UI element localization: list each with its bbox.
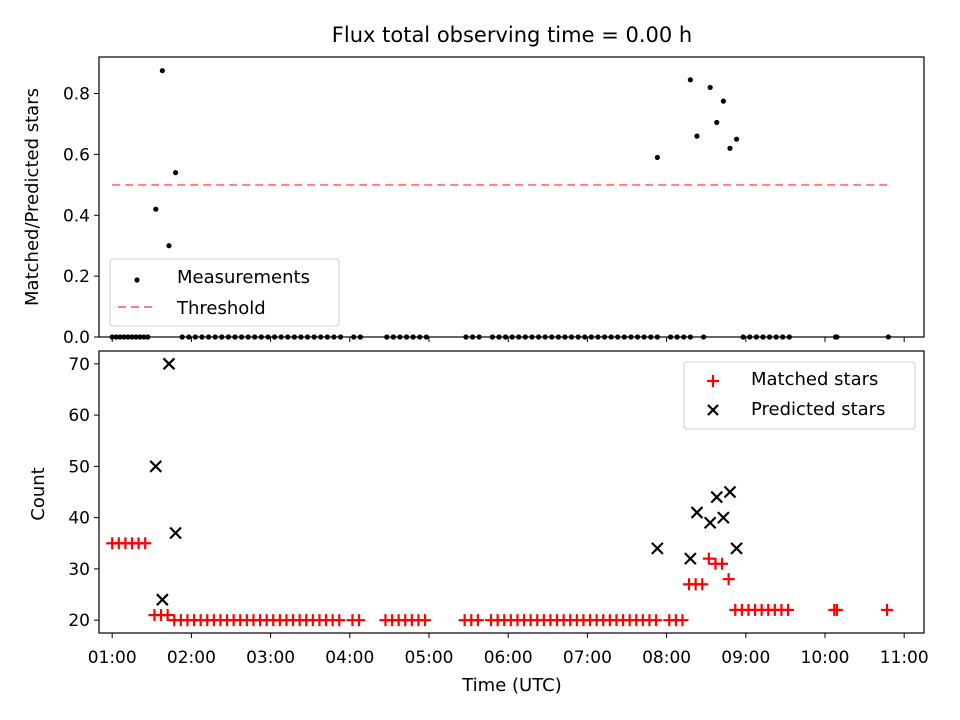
bottom-y-axis-label: Count (28, 467, 49, 520)
measurement-point (694, 133, 700, 139)
bottom-y-tick-label: 50 (68, 457, 90, 477)
x-tick-label: 10:00 (801, 648, 850, 668)
x-tick-label: 03:00 (246, 648, 295, 668)
matched-star-point (676, 614, 689, 627)
matched-star-point (702, 552, 715, 565)
measurement-point (727, 145, 733, 151)
measurement-point (707, 84, 713, 91)
legend-label-threshold: Threshold (176, 298, 266, 319)
top-y-tick-label: 0.6 (63, 145, 90, 165)
predicted-star-point (149, 460, 163, 473)
legend-label-measurements: Measurements (177, 267, 310, 288)
x-tick-label: 04:00 (325, 648, 374, 668)
top-y-tick-label: 0.4 (63, 206, 90, 226)
x-tick-label: 07:00 (563, 648, 612, 668)
matched-star-point (830, 603, 843, 616)
x-tick-label: 06:00 (484, 648, 533, 668)
measurement-point (687, 77, 693, 83)
top-panel: 0.00.20.40.60.8 Matched/Predicted stars … (22, 56, 925, 348)
bottom-y-tick-label: 20 (68, 611, 90, 631)
predicted-star-point (156, 593, 169, 606)
measurement-point (714, 119, 720, 126)
bottom-y-tick-label: 30 (68, 560, 90, 580)
x-tick-label: 11:00 (880, 648, 929, 668)
matched-star-point (650, 614, 663, 627)
top-y-tick-label: 0.8 (63, 85, 90, 105)
matched-star-point (471, 614, 484, 627)
predicted-star-point (730, 542, 743, 555)
measurement-point (159, 68, 165, 74)
chart-title: Flux total observing time = 0.00 h (332, 23, 692, 47)
top-y-axis-label: Matched/Predicted stars (22, 88, 43, 306)
predicted-star-point (690, 506, 704, 519)
legend-marker-predicted-stars (707, 404, 719, 416)
matched-star-point (139, 537, 152, 550)
legend-label-predicted-stars: Predicted stars (751, 399, 885, 420)
matched-star-point (716, 557, 729, 570)
predicted-star-point (162, 357, 176, 371)
bottom-axes-frame (98, 350, 925, 634)
bottom-y-tick-label: 60 (68, 406, 90, 426)
measurement-point (654, 154, 660, 161)
measurement-point (733, 136, 740, 142)
top-legend-box (109, 258, 340, 327)
x-tick-label: 05:00 (405, 648, 454, 668)
matched-star-point (161, 609, 174, 622)
bottom-legend-box (683, 361, 916, 430)
matched-star-point (881, 603, 894, 616)
top-y-tick-label: 0.0 (63, 328, 90, 348)
legend-marker-measurements (134, 277, 140, 283)
matched-star-point (782, 603, 795, 616)
x-tick-label: 09:00 (721, 648, 770, 668)
predicted-star-point (651, 542, 664, 555)
matched-star-point (696, 578, 709, 591)
x-axis-label: Time (UTC) (461, 675, 562, 696)
top-y-tick-label: 0.2 (63, 267, 90, 287)
predicted-star-point (710, 490, 724, 504)
x-tick-label: 01:00 (88, 648, 137, 668)
bottom-y-tick-label: 40 (68, 509, 90, 529)
matched-star-point (353, 614, 366, 627)
legend-label-matched-stars: Matched stars (751, 369, 878, 390)
matched-star-point (333, 614, 346, 627)
measurement-point (172, 170, 179, 176)
measurement-point (166, 243, 172, 249)
measurement-point (720, 98, 726, 104)
predicted-star-point (717, 511, 730, 524)
predicted-star-point (703, 516, 717, 530)
x-tick-label: 08:00 (642, 648, 691, 668)
bottom-y-tick-label: 70 (68, 355, 90, 375)
predicted-star-point (684, 552, 697, 565)
bottom-legend: Matched stars Predicted stars (683, 361, 916, 430)
predicted-star-point (169, 526, 182, 540)
top-legend: Measurements Threshold (109, 258, 340, 327)
x-tick-label: 02:00 (167, 648, 216, 668)
bottom-panel: 20 30 40 50 60 70 01:00 02:00 03:00 04:00 05:00 06:… (28, 350, 929, 696)
predicted-star-point (723, 485, 737, 499)
matched-star-point (419, 614, 432, 627)
top-axes-frame (98, 56, 925, 338)
legend-marker-matched-stars (707, 375, 719, 387)
matched-star-point (722, 573, 735, 586)
measurement-point (153, 206, 159, 212)
